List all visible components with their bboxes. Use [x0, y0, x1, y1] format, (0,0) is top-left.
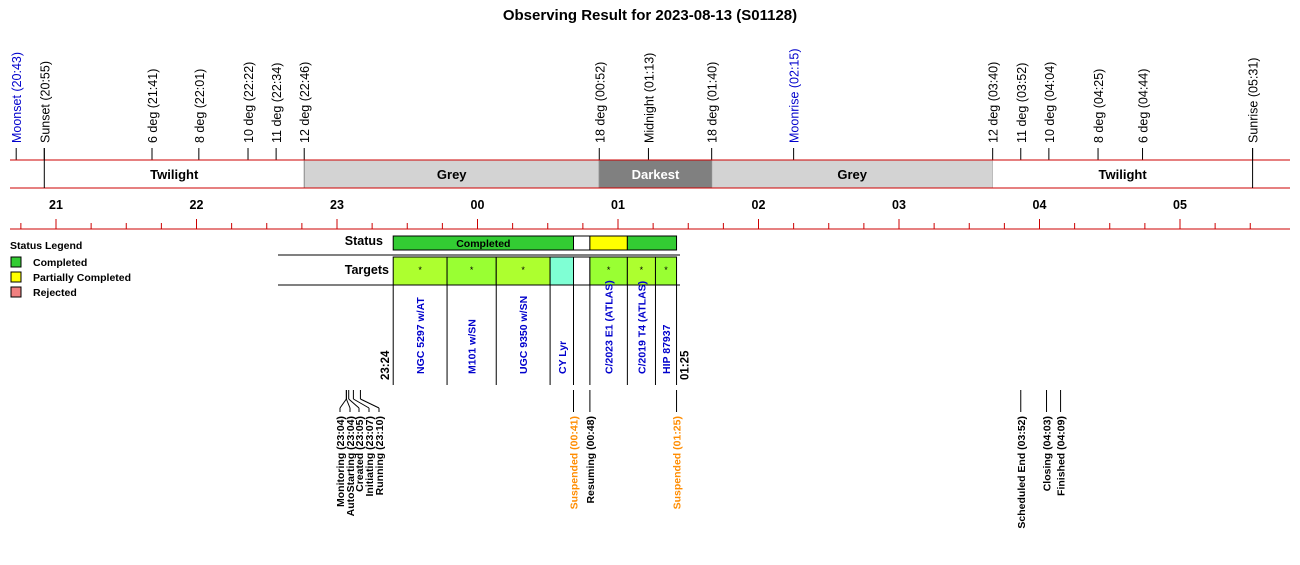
target-block-4: [573, 256, 591, 286]
targets-row-label: Targets: [345, 263, 389, 277]
hour-tick-label-01: 01: [611, 198, 625, 212]
target-mark-2: *: [521, 265, 525, 275]
hour-tick-label-04: 04: [1033, 198, 1047, 212]
status-segment-2: [589, 235, 628, 251]
status-segment-3: [626, 235, 678, 251]
sky-band-label-0: Twilight: [150, 167, 199, 182]
legend-label-partially-completed: Partially Completed: [33, 272, 131, 284]
range-start-label: 23:24: [380, 350, 392, 380]
sky-band-grey-1: [303, 159, 600, 189]
sky-event-18-deg-01-40-label: 18 deg (01:40): [706, 62, 720, 143]
hour-tick-label-03: 03: [892, 198, 906, 212]
timeline-event-finished-04-09-label: Finished (04:09): [1056, 416, 1068, 496]
timeline-event-closing-04-03-label: Closing (04:03): [1042, 416, 1054, 491]
sky-event-sunrise-05-31-label: Sunrise (05:31): [1247, 58, 1261, 143]
hour-tick-label-05: 05: [1173, 198, 1187, 212]
hour-tick-label-00: 00: [471, 198, 485, 212]
target-block-0: [392, 256, 448, 286]
timeline-event-created-23-05-fan: [348, 398, 360, 409]
target-mark-7: *: [664, 265, 668, 275]
timeline-event-monitoring-23-04-fan: [339, 398, 347, 409]
target-name-7: HIP 87937: [661, 324, 673, 374]
sky-band-grey-3: [711, 159, 994, 189]
target-block-1: [446, 256, 497, 286]
sky-event-11-deg-22-34-label: 11 deg (22:34): [270, 63, 284, 143]
legend-label-rejected: Rejected: [33, 287, 77, 299]
sky-event-10-deg-22-22-label: 10 deg (22:22): [242, 62, 256, 143]
sky-band-darkest-2: [598, 159, 713, 189]
status-segment-label-0: Completed: [456, 238, 510, 250]
target-mark-1: *: [470, 265, 474, 275]
sky-band-label-1: Grey: [437, 167, 467, 182]
sky-event-8-deg-04-25-label: 8 deg (04:25): [1092, 69, 1106, 143]
status-row-label: Status: [345, 234, 383, 248]
status-segment-1: [573, 235, 591, 251]
target-name-5: C/2023 E1 (ATLAS): [604, 280, 616, 374]
sky-event-8-deg-22-01-label: 8 deg (22:01): [193, 69, 207, 143]
sky-event-moonrise-02-15-label: Moonrise (02:15): [788, 49, 802, 144]
hour-tick-label-02: 02: [752, 198, 766, 212]
sky-event-sunset-20-55-label: Sunset (20:55): [38, 61, 52, 143]
sky-band-label-4: Twilight: [1099, 167, 1148, 182]
timeline-event-running-23-10-label: Running (23:10): [374, 416, 386, 495]
legend-title: Status Legend: [10, 240, 82, 252]
sky-band-label-3: Grey: [837, 167, 867, 182]
sky-event-6-deg-21-41-label: 6 deg (21:41): [146, 69, 160, 143]
hour-tick-label-21: 21: [49, 198, 63, 212]
timeline-event-initiating-23-07-label: Initiating (23:07): [364, 416, 376, 497]
timeline-event-autostarting-23-04-label: AutoStarting (23:04): [345, 416, 357, 516]
timeline-event-initiating-23-07-fan: [353, 398, 370, 409]
sky-event-12-deg-03-40-label: 12 deg (03:40): [987, 62, 1001, 143]
sky-band-twilight-0: [44, 160, 305, 188]
target-mark-0: *: [418, 265, 422, 275]
target-block-7: [654, 256, 678, 286]
timeline-event-monitoring-23-04-label: Monitoring (23:04): [335, 416, 347, 507]
sky-event-12-deg-22-46-label: 12 deg (22:46): [298, 62, 312, 143]
sky-event-midnight-01-13-label: Midnight (01:13): [642, 53, 656, 143]
sky-event-6-deg-04-44-label: 6 deg (04:44): [1137, 69, 1151, 143]
sky-band-label-2: Darkest: [632, 167, 680, 182]
target-block-5: [589, 256, 628, 286]
timeline-event-scheduled-end-03-52-label: Scheduled End (03:52): [1016, 416, 1028, 529]
target-name-1: M101 w/SN: [467, 319, 479, 374]
target-name-3: CY Lyr: [557, 341, 569, 374]
hour-tick-label-22: 22: [190, 198, 204, 212]
target-mark-5: *: [607, 265, 611, 275]
sky-event-11-deg-03-52-label: 11 deg (03:52): [1015, 63, 1029, 143]
timeline-event-running-23-10-fan: [360, 398, 380, 409]
sky-event-moonset-20-43-label: Moonset (20:43): [10, 52, 24, 143]
timeline-event-created-23-05-label: Created (23:05): [354, 416, 366, 492]
legend-swatch-partially-completed: [10, 271, 22, 283]
chart-title: Observing Result for 2023-08-13 (S01128): [503, 7, 797, 24]
hour-tick-label-23: 23: [330, 198, 344, 212]
timeline-event-suspended-01-25-label: Suspended (01:25): [672, 416, 684, 509]
timeline-event-resuming-00-48-label: Resuming (00:48): [585, 416, 597, 504]
target-name-0: NGC 5297 w/AT: [415, 297, 427, 374]
timeline-event-autostarting-23-04-fan: [345, 398, 351, 409]
sky-band-twilight-4: [992, 160, 1253, 188]
target-block-3: [549, 256, 575, 286]
target-name-2: UGC 9350 w/SN: [518, 296, 530, 374]
legend-swatch-completed: [10, 256, 22, 268]
timeline-event-suspended-00-41-label: Suspended (00:41): [569, 416, 581, 509]
sky-event-18-deg-00-52-label: 18 deg (00:52): [593, 62, 607, 143]
legend-label-completed: Completed: [33, 257, 87, 269]
sky-event-10-deg-04-04-label: 10 deg (04:04): [1043, 62, 1057, 143]
range-end-label: 01:25: [680, 350, 692, 380]
target-mark-6: *: [640, 265, 644, 275]
legend-swatch-rejected: [10, 286, 22, 298]
target-name-6: C/2019 T4 (ATLAS): [636, 281, 648, 374]
